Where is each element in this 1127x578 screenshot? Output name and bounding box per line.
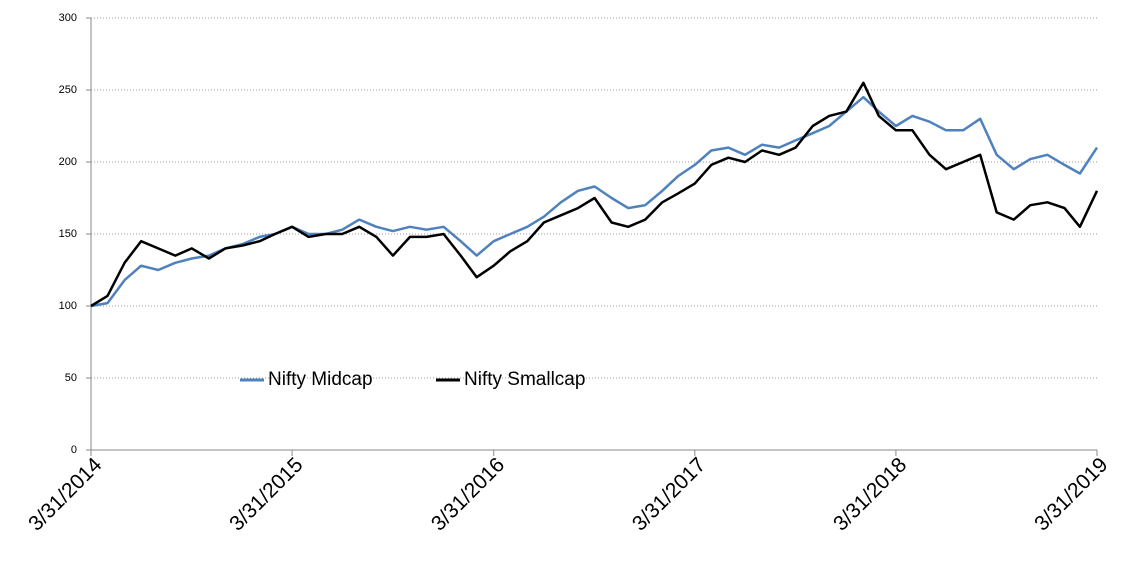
y-tick-label: 150 <box>59 228 77 240</box>
x-tick-label: 3/31/2016 <box>427 453 509 535</box>
y-tick-label: 50 <box>65 372 77 384</box>
y-tick-label: 300 <box>59 12 77 24</box>
y-tick-label: 250 <box>59 84 77 96</box>
y-tick-label: 0 <box>71 444 77 456</box>
x-tick-label: 3/31/2015 <box>225 453 307 535</box>
x-tick-label: 3/31/2017 <box>628 453 710 535</box>
y-tick-label: 100 <box>59 300 77 312</box>
x-tick-label: 3/31/2014 <box>24 453 107 536</box>
series-line <box>90 81 1099 308</box>
legend-label: Nifty Smallcap <box>464 369 585 390</box>
series-line <box>90 95 1099 308</box>
legend-label: Nifty Midcap <box>268 369 373 390</box>
x-tick-label: 3/31/2019 <box>1030 453 1112 535</box>
y-tick-label: 200 <box>59 156 77 168</box>
x-tick-label: 3/31/2018 <box>829 453 911 535</box>
